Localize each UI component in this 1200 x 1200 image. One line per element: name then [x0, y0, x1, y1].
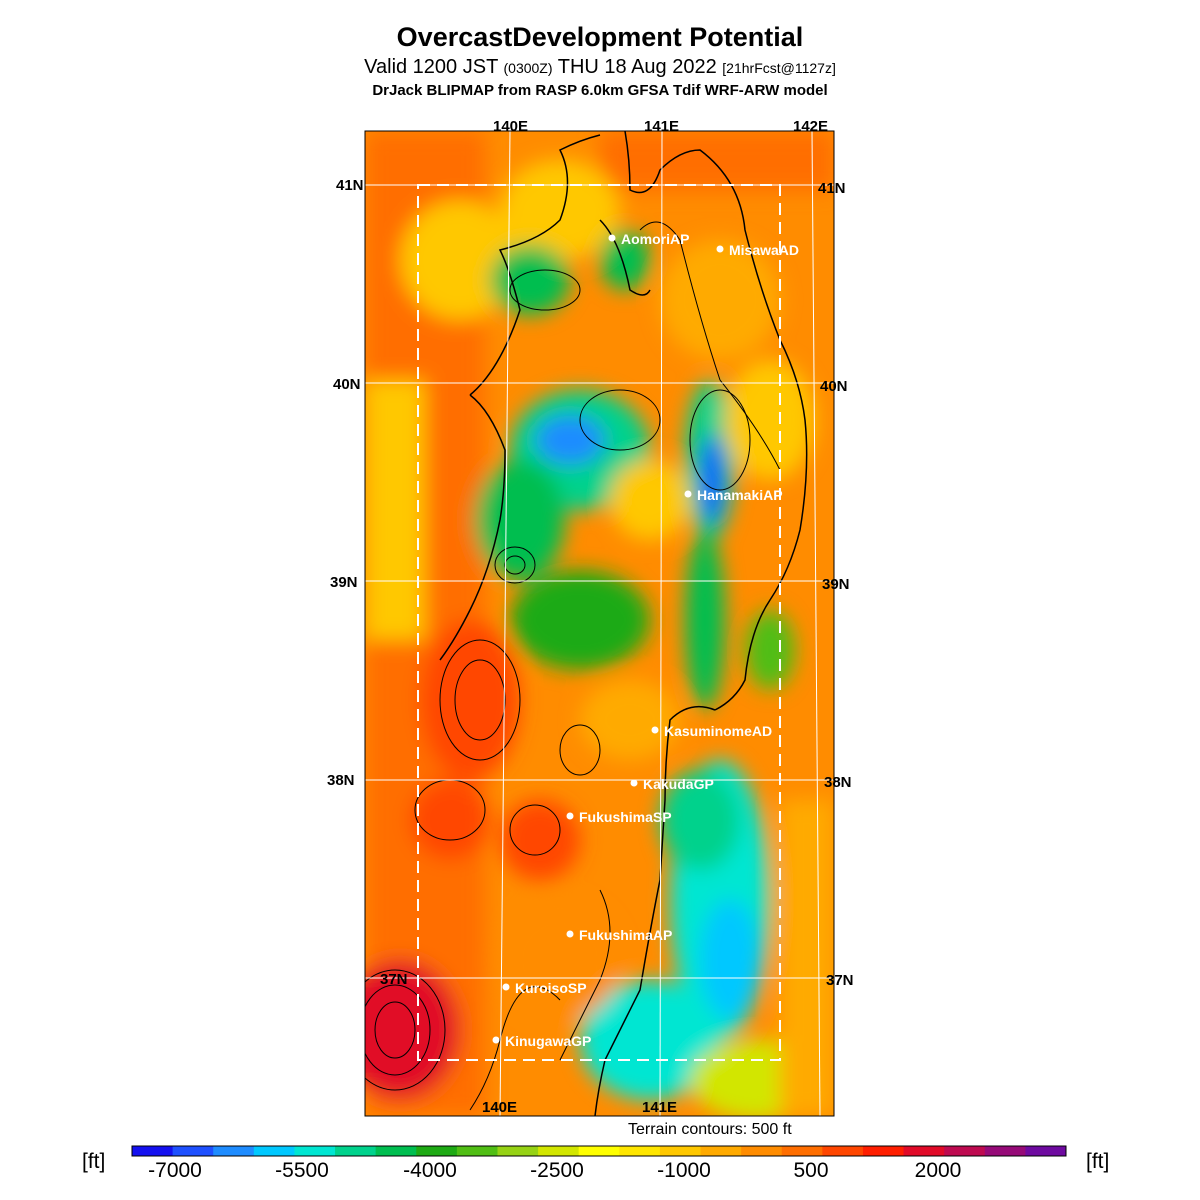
lat-label-left: 38N [327, 772, 355, 789]
colorbar-swatch [619, 1146, 661, 1156]
colorbar-swatch [984, 1146, 1026, 1156]
lat-label-left: 37N [380, 971, 408, 988]
colorbar-swatch [172, 1146, 214, 1156]
colorbar-tick: -7000 [148, 1159, 202, 1182]
station-dot [630, 779, 638, 787]
lon-label-bottom: 141E [642, 1099, 677, 1116]
station-dot [684, 490, 692, 498]
colorbar-swatch [538, 1146, 580, 1156]
colorbar-swatch [1025, 1146, 1067, 1156]
colorbar-tick: -2500 [530, 1159, 584, 1182]
lon-label-top: 140E [493, 118, 528, 135]
colorbar-frame [131, 1145, 1067, 1157]
colorbar-tick: 500 [793, 1159, 828, 1182]
station-label: KakudaGP [643, 776, 714, 792]
inner-domain-boundary [417, 184, 781, 1061]
valid-time: Valid 1200 JST [364, 56, 498, 78]
map-title: OvercastDevelopment Potential [396, 22, 804, 52]
station-dot [716, 245, 724, 253]
lon-label-top: 141E [644, 118, 679, 135]
colorbar-swatch [253, 1146, 295, 1156]
colorbar-swatch [822, 1146, 864, 1156]
colorbar [131, 1145, 1067, 1157]
station-label: MisawaAD [729, 242, 799, 258]
lat-label-right: 39N [822, 576, 850, 593]
station-dot [651, 726, 659, 734]
lat-label-left: 39N [330, 574, 358, 591]
colorbar-tick: -1000 [657, 1159, 711, 1182]
colorbar-tick: 2000 [915, 1159, 962, 1182]
station-label: AomoriAP [621, 231, 689, 247]
colorbar-swatch [213, 1146, 255, 1156]
utc-time: (0300Z) [503, 60, 553, 76]
station-dot [492, 1036, 500, 1044]
lat-label-right: 37N [826, 972, 854, 989]
colorbar-swatch [781, 1146, 823, 1156]
terrain-contour-note: Terrain contours: 500 ft [628, 1121, 792, 1138]
colorbar-ticks: -7000 -5500 -4000 -2500 -1000 500 2000 [148, 1159, 961, 1182]
lat-label-right: 41N [818, 180, 846, 197]
station-label: KasuminomeAD [664, 723, 772, 739]
lon-label-bottom: 140E [482, 1099, 517, 1116]
valid-time-line: Valid 1200 JST (0300Z) THU 18 Aug 2022 [… [0, 56, 1200, 79]
terrain-contours [365, 221, 781, 1111]
station-dot [502, 983, 510, 991]
colorbar-swatch [375, 1146, 417, 1156]
forecast-info: [21hrFcst@1127z] [722, 60, 836, 76]
station-dot [566, 930, 574, 938]
colorbar-swatch [294, 1146, 336, 1156]
colorbar-tick: -4000 [403, 1159, 457, 1182]
lat-label-right: 38N [824, 774, 852, 791]
colorbar-swatch [132, 1146, 174, 1156]
lat-label-right: 40N [820, 378, 848, 395]
colorbar-swatch [944, 1146, 986, 1156]
axis-labels: 140E 141E 142E 140E 141E 41N 40N 39N 38N… [327, 118, 854, 1116]
colorbar-swatch [456, 1146, 498, 1156]
station-label: FukushimaSP [579, 809, 672, 825]
valid-date: THU 18 Aug 2022 [557, 56, 717, 78]
station-label: FukushimaAP [579, 927, 672, 943]
station-label: KinugawaGP [505, 1033, 591, 1049]
colorbar-unit-left: [ft] [82, 1150, 106, 1173]
colorbar-swatch [659, 1146, 702, 1156]
colorbar-tick: -5500 [275, 1159, 329, 1182]
lat-label-left: 40N [333, 376, 361, 393]
station-label: KuroisoSP [515, 980, 587, 996]
overcast-potential-field [365, 131, 834, 1116]
colorbar-swatch [335, 1146, 377, 1156]
colorbar-swatch [416, 1146, 458, 1156]
lon-label-top: 142E [793, 118, 828, 135]
station-dot [566, 812, 574, 820]
map-frame [364, 130, 835, 1117]
colorbar-swatch [578, 1146, 620, 1156]
lat-label-left: 41N [336, 177, 364, 194]
colorbar-unit-right: [ft] [1086, 1150, 1110, 1173]
colorbar-swatch [741, 1146, 783, 1156]
colorbar-swatch [862, 1146, 905, 1156]
colorbar-swatch [700, 1146, 742, 1156]
colorbar-swatch [903, 1146, 945, 1156]
model-description: DrJack BLIPMAP from RASP 6.0km GFSA Tdif… [372, 82, 828, 99]
colorbar-swatch [497, 1146, 539, 1156]
station-markers: AomoriAP MisawaAD HanamakiAP KasuminomeA… [492, 231, 799, 1049]
station-label: HanamakiAP [697, 487, 783, 503]
station-dot [608, 234, 616, 242]
